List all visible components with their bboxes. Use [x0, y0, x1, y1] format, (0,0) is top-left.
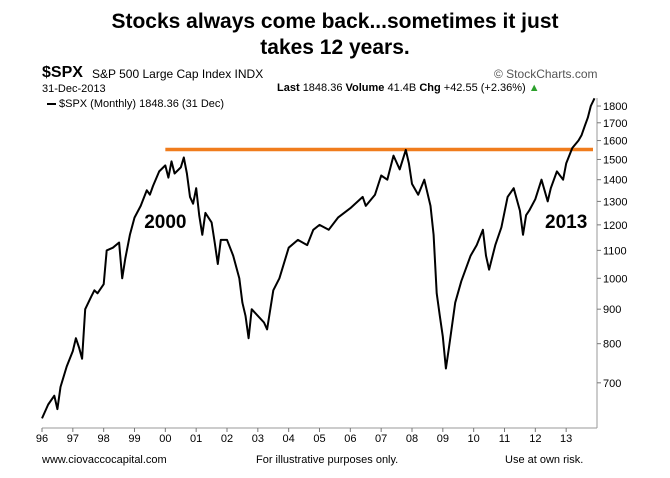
footer-disclaimer: For illustrative purposes only. [256, 454, 399, 466]
y-tick-label: 1300 [603, 196, 627, 208]
legend-swatch [47, 103, 56, 106]
x-tick-label: 02 [221, 433, 233, 445]
x-tick-label: 09 [437, 433, 449, 445]
x-tick-label: 00 [159, 433, 171, 445]
y-tick-label: 1000 [603, 273, 627, 285]
annotation-label: 2000 [144, 212, 186, 233]
brand-watermark: © StockCharts.com [494, 67, 598, 81]
y-tick-label: 900 [603, 304, 621, 316]
y-tick-label: 1100 [603, 245, 627, 257]
as-of-date: 31-Dec-2013 [42, 83, 106, 95]
y-tick-label: 1800 [603, 101, 627, 113]
x-tick-label: 99 [128, 433, 140, 445]
index-name: S&P 500 Large Cap Index INDX [92, 67, 264, 81]
x-tick-label: 03 [252, 433, 264, 445]
last-value: 1848.36 [302, 82, 343, 94]
x-tick-label: 01 [190, 433, 202, 445]
x-tick-label: 10 [468, 433, 480, 445]
x-tick-label: 13 [560, 433, 572, 445]
chg-value: +42.55 (+2.36%) [443, 82, 526, 94]
y-tick-label: 1400 [603, 175, 627, 187]
y-axis: 700 800 900 1000 1100 1200 1300 1400 1500 1600 170… [596, 98, 627, 428]
x-tick-label: 98 [98, 433, 110, 445]
x-tick-label: 06 [344, 433, 356, 445]
x-tick-label: 96 [36, 433, 48, 445]
x-tick-label: 08 [406, 433, 418, 445]
series-legend-label: $SPX (Monthly) 1848.36 (31 Dec) [59, 98, 225, 110]
x-tick-label: 12 [529, 433, 541, 445]
last-label: Last [277, 82, 300, 94]
y-tick-label: 1700 [603, 118, 627, 130]
x-tick-label: 11 [499, 433, 510, 445]
volume-value: 41.4B [387, 82, 417, 94]
y-tick-label: 800 [603, 339, 621, 351]
headline-line-1: Stocks always come back...sometimes it j… [111, 10, 559, 33]
y-tick-label: 700 [603, 378, 621, 390]
footer-website: www.ciovaccocapital.com [42, 454, 167, 466]
annotation-label: 2013 [545, 212, 587, 233]
y-tick-label: 1500 [603, 154, 627, 166]
series-line-spx [41, 97, 596, 419]
x-tick-label: 05 [313, 433, 325, 445]
footer-risk-note: Use at own risk. [505, 454, 584, 466]
headline-line-2: takes 12 years. [260, 36, 410, 59]
y-tick-label: 1600 [603, 136, 627, 148]
x-tick-label: 07 [375, 433, 387, 445]
y-tick-label: 1200 [603, 220, 627, 232]
x-tick-label: 04 [283, 433, 295, 445]
x-tick-label: 97 [67, 433, 79, 445]
series-legend: $SPX (Monthly) 1848.36 (31 Dec) [47, 98, 224, 110]
chg-label: Chg [419, 82, 441, 94]
series-layer [41, 97, 596, 419]
quote-summary: Last 1848.36 Volume 41.4B Chg +42.55 (+2… [277, 82, 540, 94]
volume-label: Volume [345, 82, 385, 94]
chart-panel [38, 60, 613, 472]
up-arrow-icon: ▲ [528, 82, 540, 94]
ticker-symbol: $SPX [42, 64, 83, 81]
annotations: 2000 2013 [144, 212, 587, 233]
x-axis: 96 97 98 99 00 01 02 03 04 05 06 07 08 09 10 11 12 13 [36, 427, 597, 445]
